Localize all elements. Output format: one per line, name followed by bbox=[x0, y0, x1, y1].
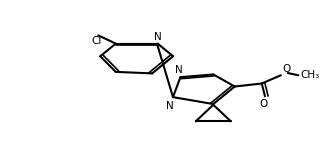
Text: O: O bbox=[259, 99, 267, 109]
Text: N: N bbox=[154, 32, 162, 42]
Text: O: O bbox=[282, 64, 291, 74]
Text: N: N bbox=[175, 65, 183, 75]
Text: Cl: Cl bbox=[91, 36, 101, 46]
Text: CH₃: CH₃ bbox=[300, 70, 319, 80]
Text: N: N bbox=[166, 101, 174, 111]
